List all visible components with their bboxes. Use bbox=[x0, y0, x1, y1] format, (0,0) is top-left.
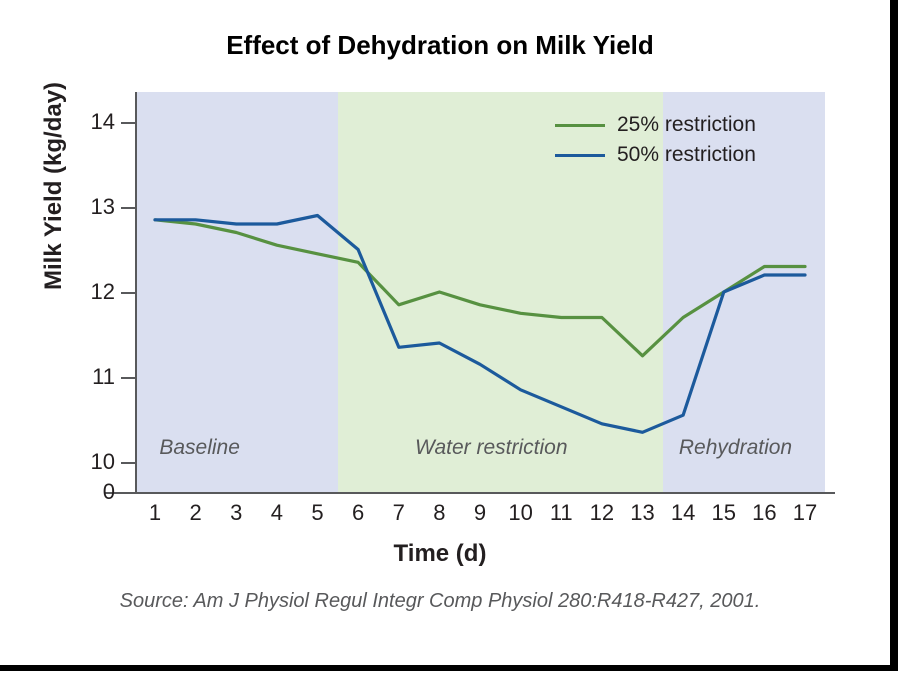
y-tick bbox=[121, 207, 135, 209]
x-tick-label: 13 bbox=[630, 500, 654, 526]
source-citation: Source: Am J Physiol Regul Integr Comp P… bbox=[0, 590, 880, 613]
x-tick-label: 7 bbox=[393, 500, 405, 526]
x-tick-label: 16 bbox=[752, 500, 776, 526]
legend-label: 25% restriction bbox=[617, 113, 756, 137]
x-tick-label: 9 bbox=[474, 500, 486, 526]
x-tick-label: 14 bbox=[671, 500, 695, 526]
y-tick bbox=[121, 492, 135, 494]
y-tick-label: 13 bbox=[91, 194, 115, 220]
y-tick-label: 11 bbox=[92, 364, 115, 390]
series-line-0 bbox=[155, 220, 805, 356]
y-tick bbox=[121, 292, 135, 294]
figure-stage: Effect of Dehydration on Milk Yield Milk… bbox=[0, 0, 900, 675]
x-tick-label: 15 bbox=[712, 500, 736, 526]
chart-title: Effect of Dehydration on Milk Yield bbox=[0, 30, 880, 61]
y-tick-label: 14 bbox=[91, 109, 115, 135]
y-tick bbox=[121, 122, 135, 124]
y-tick-label: 0 bbox=[103, 479, 115, 505]
x-tick-label: 17 bbox=[793, 500, 817, 526]
x-tick-label: 12 bbox=[590, 500, 614, 526]
legend-swatch bbox=[555, 124, 605, 127]
x-tick-label: 8 bbox=[433, 500, 445, 526]
x-tick-label: 5 bbox=[311, 500, 323, 526]
series-line-1 bbox=[155, 216, 805, 433]
x-tick-label: 4 bbox=[271, 500, 283, 526]
x-tick-label: 1 bbox=[149, 500, 161, 526]
y-tick bbox=[121, 377, 135, 379]
y-tick-label: 12 bbox=[91, 279, 115, 305]
x-tick-label: 2 bbox=[190, 500, 202, 526]
y-tick bbox=[121, 462, 135, 464]
x-tick-label: 6 bbox=[352, 500, 364, 526]
legend-label: 50% restriction bbox=[617, 143, 756, 167]
x-axis-line bbox=[105, 492, 835, 494]
legend: 25% restriction 50% restriction bbox=[555, 110, 756, 170]
legend-item: 25% restriction bbox=[555, 110, 756, 140]
y-tick-label: 10 bbox=[91, 449, 115, 475]
x-tick-label: 11 bbox=[550, 500, 573, 526]
legend-item: 50% restriction bbox=[555, 140, 756, 170]
x-axis-title: Time (d) bbox=[0, 540, 880, 568]
y-axis-title: Milk Yield (kg/day) bbox=[40, 82, 68, 290]
legend-swatch bbox=[555, 154, 605, 157]
x-tick-label: 3 bbox=[230, 500, 242, 526]
x-tick-label: 10 bbox=[508, 500, 532, 526]
